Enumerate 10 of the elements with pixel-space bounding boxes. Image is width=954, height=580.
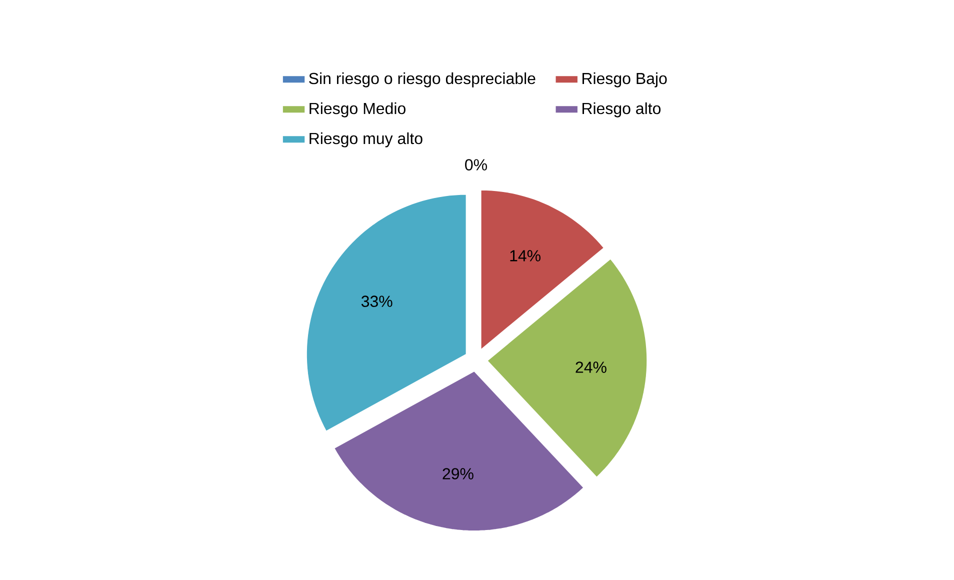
legend-label: Riesgo Bajo <box>582 72 667 88</box>
text: 0% <box>465 159 487 170</box>
data-label: 29% <box>442 468 474 480</box>
legend-label: Riesgo alto <box>582 102 661 118</box>
legend-label: Riesgo Medio <box>310 102 406 118</box>
data-label: 14% <box>510 250 540 262</box>
data-label: 24% <box>576 362 606 373</box>
legend-label: Riesgo muy alto <box>310 132 422 148</box>
data-label: 33% <box>361 296 392 307</box>
legend-label: Sin riesgo o riesgo despreciable <box>309 72 536 88</box>
